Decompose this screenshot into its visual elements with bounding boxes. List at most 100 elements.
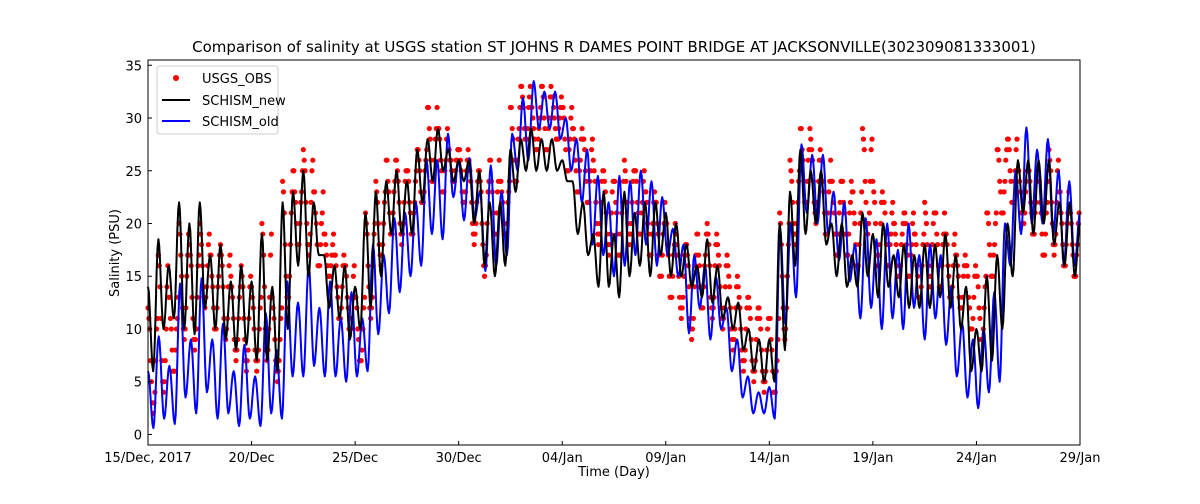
obs-point	[227, 252, 233, 258]
obs-point	[805, 157, 811, 163]
obs-point	[977, 315, 983, 322]
obs-point	[852, 220, 858, 227]
obs-point	[836, 210, 842, 216]
obs-point	[930, 220, 936, 227]
axis-ticks: 15/Dec, 2017 20/Dec 25/Dec 30/Dec 04/Jan 09/J…	[104, 59, 1100, 466]
obs-point	[859, 125, 866, 132]
obs-point	[359, 347, 365, 353]
obs-point	[1000, 210, 1006, 216]
obs-point	[568, 115, 574, 121]
obs-point	[869, 136, 875, 142]
obs-point	[565, 168, 571, 174]
model-lines	[147, 80, 1081, 430]
obs-point	[695, 231, 701, 237]
obs-point	[997, 178, 1003, 184]
obs-point	[990, 273, 996, 279]
obs-point	[756, 305, 762, 311]
obs-point	[872, 220, 879, 227]
obs-point	[456, 147, 463, 153]
obs-point	[328, 263, 334, 269]
obs-point	[535, 136, 541, 142]
obs-point	[870, 178, 876, 184]
obs-point	[332, 252, 338, 258]
obs-point	[245, 347, 251, 353]
obs-point	[680, 294, 686, 300]
obs-point	[724, 252, 730, 258]
obs-point	[993, 210, 999, 216]
obs-point	[714, 231, 720, 237]
obs-point	[960, 273, 967, 279]
legend-label-obs: USGS_OBS	[202, 72, 272, 87]
obs-point	[444, 125, 451, 132]
obs-point	[933, 210, 939, 216]
obs-point	[318, 220, 325, 227]
obs-point	[206, 231, 212, 237]
obs-point	[798, 125, 804, 132]
obs-point	[789, 178, 795, 184]
obs-point	[758, 326, 764, 332]
y-tick-label: 10	[125, 323, 142, 338]
obs-point	[622, 168, 628, 174]
obs-point	[872, 199, 878, 205]
obs-point	[722, 284, 728, 290]
obs-point	[850, 189, 856, 195]
obs-point	[951, 241, 957, 248]
obs-point	[893, 241, 899, 248]
obs-point	[300, 147, 306, 153]
obs-point	[310, 157, 316, 163]
obs-point	[526, 94, 533, 100]
obs-point	[863, 199, 869, 205]
obs-point	[633, 178, 640, 184]
obs-point	[740, 368, 747, 374]
obs-point	[700, 305, 706, 311]
obs-point	[465, 147, 471, 153]
obs-point	[481, 273, 488, 279]
obs-point	[498, 178, 504, 184]
obs-point	[595, 241, 602, 248]
obs-point	[162, 358, 168, 364]
obs-point	[643, 189, 649, 195]
obs-point	[808, 136, 814, 142]
obs-point	[311, 189, 318, 195]
x-tick-label: 14/Jan	[749, 451, 790, 466]
obs-point	[362, 294, 368, 300]
obs-point	[426, 125, 432, 132]
obs-point	[254, 368, 260, 374]
obs-point	[322, 231, 328, 237]
obs-point	[889, 210, 895, 216]
obs-point	[878, 220, 884, 227]
obs-point	[891, 220, 898, 227]
obs-point	[267, 252, 274, 258]
obs-point	[725, 263, 731, 269]
obs-point	[899, 231, 905, 237]
obs-point	[496, 157, 502, 163]
obs-point	[910, 210, 917, 216]
obs-point	[734, 273, 741, 279]
x-tick-label: 19/Jan	[852, 451, 893, 466]
obs-point	[551, 115, 558, 121]
obs-point	[1005, 136, 1011, 142]
obs-point	[1055, 157, 1062, 163]
obs-point	[539, 83, 545, 89]
obs-point	[848, 178, 854, 184]
obs-point	[689, 326, 696, 332]
obs-point	[621, 157, 627, 163]
obs-point	[1002, 178, 1008, 184]
obs-point	[569, 104, 575, 111]
obs-point	[309, 168, 315, 174]
obs-point	[690, 315, 696, 322]
obs-point	[678, 315, 684, 322]
legend-box	[156, 65, 279, 135]
obs-point	[291, 168, 297, 174]
obs-point	[581, 136, 587, 142]
x-tick-label: 30/Dec	[436, 451, 482, 466]
obs-point	[892, 231, 898, 237]
obs-point	[704, 220, 710, 227]
x-tick-label: 09/Jan	[645, 451, 686, 466]
obs-point	[1003, 157, 1009, 163]
obs-point	[601, 168, 607, 174]
obs-point	[879, 189, 885, 195]
obs-point	[280, 178, 286, 184]
obs-point	[976, 305, 982, 311]
y-tick-label: 15	[125, 270, 142, 285]
